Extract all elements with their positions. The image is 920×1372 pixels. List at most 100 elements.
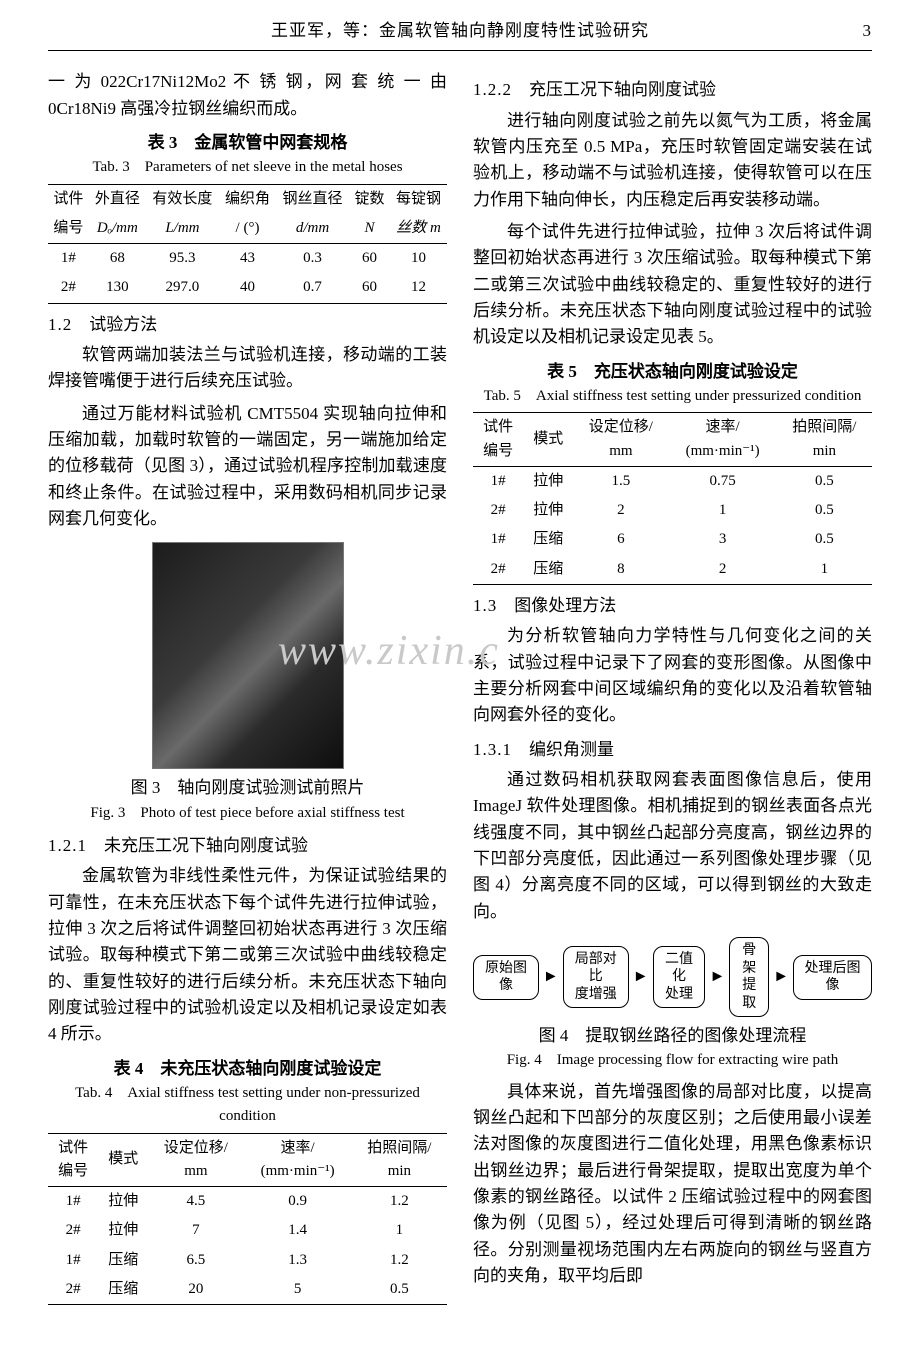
p-1-2-2-a: 进行轴向刚度试验之前先以氮气为工质，将金属软管内压充至 0.5 MPa，充压时软… [473, 108, 872, 213]
t4h4: 拍照间隔/ min [352, 1133, 447, 1187]
t3h7b: 丝数 m [390, 214, 447, 244]
flow-node-0: 原始图像 [473, 955, 539, 1000]
t5r3c0: 2# [473, 555, 523, 585]
t3h7a: 每锭钢 [390, 184, 447, 214]
table4-title-en: Tab. 4 Axial stiffness test setting unde… [48, 1082, 447, 1129]
t4r0c0: 1# [48, 1187, 98, 1217]
t3h5b: d/mm [276, 214, 349, 244]
t4r1c0: 2# [48, 1216, 98, 1245]
t4h2: 设定位移/ mm [148, 1133, 243, 1187]
t4r2c3: 1.3 [243, 1246, 351, 1275]
t5r1c2: 2 [573, 496, 668, 525]
t4h3: 速率/ (mm·min⁻¹) [243, 1133, 351, 1187]
t5r2c1: 压缩 [523, 525, 573, 554]
t3h3a: 有效长度 [146, 184, 219, 214]
t3h4b: / (°) [219, 214, 276, 244]
p-1-2-2-b: 每个试件先进行拉伸试验，拉伸 3 次后将试件调整回初始状态再进行 3 次压缩试验… [473, 219, 872, 351]
t5r0c0: 1# [473, 466, 523, 496]
t5r1c0: 2# [473, 496, 523, 525]
t4r3c3: 5 [243, 1275, 351, 1305]
p-1-2-1: 金属软管为非线性柔性元件，为保证试验结果的可靠性，在未充压状态下每个试件先进行拉… [48, 863, 447, 1047]
t4r1c4: 1 [352, 1216, 447, 1245]
t5r3c2: 8 [573, 555, 668, 585]
t3r0c5: 60 [349, 244, 390, 274]
t3r1c5: 60 [349, 273, 390, 303]
t3h6a: 锭数 [349, 184, 390, 214]
t4r0c2: 4.5 [148, 1187, 243, 1217]
t3r0c6: 10 [390, 244, 447, 274]
header-rule [48, 50, 872, 51]
table4-title: 表 4 未充压状态轴向刚度试验设定 [48, 1056, 447, 1082]
flow-node-4: 处理后图像 [793, 955, 872, 1000]
t3r1c0: 2# [48, 273, 89, 303]
t5r0c2: 1.5 [573, 466, 668, 496]
t3h2a: 外直径 [89, 184, 146, 214]
t4r0c1: 拉伸 [98, 1187, 148, 1217]
t3r0c1: 68 [89, 244, 146, 274]
t3h3b: L/mm [146, 214, 219, 244]
t4h0: 试件 编号 [48, 1133, 98, 1187]
table5-title-en: Tab. 5 Axial stiffness test setting unde… [473, 385, 872, 408]
left-column: 一 为 022Cr17Ni12Mo2 不 锈 钢，网 套 统 一 由 0Cr18… [48, 69, 447, 1305]
figure3-caption: 图 3 轴向刚度试验测试前照片 [48, 775, 447, 801]
t3r0c0: 1# [48, 244, 89, 274]
t4h1: 模式 [98, 1133, 148, 1187]
page-number: 3 [863, 18, 873, 44]
sec-1-2-2: 1.2.2 充压工况下轴向刚度试验 [473, 77, 872, 103]
t5r1c3: 1 [668, 496, 776, 525]
table3-title: 表 3 金属软管中网套规格 [48, 130, 447, 156]
t5r1c1: 拉伸 [523, 496, 573, 525]
p-after-fig4: 具体来说，首先增强图像的局部对比度，以提高钢丝凸起和下凹部分的灰度区别；之后使用… [473, 1079, 872, 1290]
t4r2c1: 压缩 [98, 1246, 148, 1275]
t3r0c4: 0.3 [276, 244, 349, 274]
arrow-icon: ► [773, 965, 789, 990]
t3r1c1: 130 [89, 273, 146, 303]
t5r2c4: 0.5 [777, 525, 872, 554]
t3r1c4: 0.7 [276, 273, 349, 303]
p-1-2-b: 通过万能材料试验机 CMT5504 实现轴向拉伸和压缩加载，加载时软管的一端固定… [48, 401, 447, 533]
t4r1c1: 拉伸 [98, 1216, 148, 1245]
t4r3c2: 20 [148, 1275, 243, 1305]
sec-1-3: 1.3 图像处理方法 [473, 593, 872, 619]
t4r3c0: 2# [48, 1275, 98, 1305]
t5r2c0: 1# [473, 525, 523, 554]
t4r1c2: 7 [148, 1216, 243, 1245]
t4r2c4: 1.2 [352, 1246, 447, 1275]
arrow-icon: ► [543, 965, 559, 990]
sec-1-3-1: 1.3.1 编织角测量 [473, 737, 872, 763]
t4r1c3: 1.4 [243, 1216, 351, 1245]
arrow-icon: ► [633, 965, 649, 990]
t5h1: 模式 [523, 413, 573, 467]
t5r0c4: 0.5 [777, 466, 872, 496]
flow-node-1: 局部对比 度增强 [563, 946, 629, 1009]
t3r1c2: 297.0 [146, 273, 219, 303]
figure3-caption-en: Fig. 3 Photo of test piece before axial … [48, 802, 447, 825]
t5r1c4: 0.5 [777, 496, 872, 525]
figure4-caption-en: Fig. 4 Image processing flow for extract… [473, 1049, 872, 1072]
t3r0c2: 95.3 [146, 244, 219, 274]
table5: 试件 编号 模式 设定位移/ mm 速率/ (mm·min⁻¹) 拍照间隔/ m… [473, 412, 872, 585]
t5r3c4: 1 [777, 555, 872, 585]
p-1-2-a: 软管两端加装法兰与试验机连接，移动端的工装焊接管嘴便于进行后续充压试验。 [48, 342, 447, 395]
p-1-3: 为分析软管轴向力学特性与几何变化之间的关系，试验过程中记录下了网套的变形图像。从… [473, 623, 872, 728]
t5r0c3: 0.75 [668, 466, 776, 496]
figure4-flowchart: 原始图像 ► 局部对比 度增强 ► 二值化 处理 ► 骨架 提取 ► 处理后图像 [473, 937, 872, 1017]
figure3-photo [152, 542, 344, 769]
t4r2c0: 1# [48, 1246, 98, 1275]
t3h4a: 编织角 [219, 184, 276, 214]
flow-node-2: 二值化 处理 [653, 946, 706, 1009]
table5-title: 表 5 充压状态轴向刚度试验设定 [473, 359, 872, 385]
t3h1b: 编号 [48, 214, 89, 244]
t5h0: 试件 编号 [473, 413, 523, 467]
t4r0c3: 0.9 [243, 1187, 351, 1217]
t3r1c6: 12 [390, 273, 447, 303]
t4r0c4: 1.2 [352, 1187, 447, 1217]
table4: 试件 编号 模式 设定位移/ mm 速率/ (mm·min⁻¹) 拍照间隔/ m… [48, 1133, 447, 1306]
t4r3c4: 0.5 [352, 1275, 447, 1305]
t3r1c3: 40 [219, 273, 276, 303]
t4r2c2: 6.5 [148, 1246, 243, 1275]
t5h2: 设定位移/ mm [573, 413, 668, 467]
figure4-caption: 图 4 提取钢丝路径的图像处理流程 [473, 1023, 872, 1049]
t4r3c1: 压缩 [98, 1275, 148, 1305]
t5r0c1: 拉伸 [523, 466, 573, 496]
